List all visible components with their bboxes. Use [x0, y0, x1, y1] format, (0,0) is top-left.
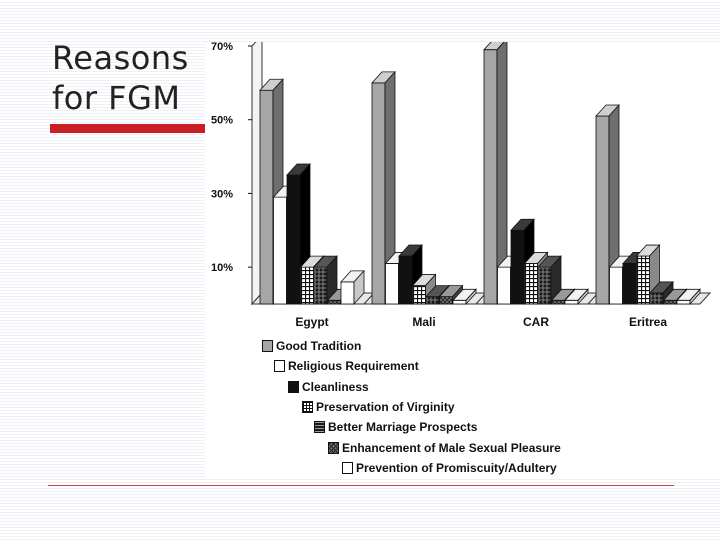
bar — [537, 255, 562, 306]
bar — [340, 269, 365, 306]
title-accent-bar — [50, 124, 210, 133]
bar — [398, 244, 423, 306]
bar — [564, 288, 589, 306]
legend-swatch — [342, 461, 353, 474]
slide-title-line1: Reasons — [52, 39, 189, 77]
footer-divider — [48, 485, 674, 486]
legend-label: Cleanliness — [302, 379, 369, 394]
y-tick-label: 50% — [211, 115, 233, 127]
category-label: Mali — [412, 315, 435, 329]
legend-label: Preservation of Virginity — [316, 399, 455, 414]
legend-item: Cleanliness — [288, 380, 369, 394]
legend-label: Better Marriage Prospects — [328, 420, 478, 435]
bar — [371, 70, 396, 306]
legend-swatch — [274, 360, 285, 373]
legend-swatch — [288, 380, 299, 393]
bar — [676, 288, 701, 306]
bar — [452, 288, 477, 306]
y-tick-label: 10% — [211, 262, 233, 274]
legend-label: Prevention of Promiscuity/Adultery — [356, 460, 557, 475]
bar — [595, 103, 620, 306]
legend-item: Better Marriage Prospects — [314, 420, 477, 434]
bar — [483, 42, 508, 306]
legend-item: Enhancement of Male Sexual Pleasure — [328, 441, 561, 455]
legend-swatch — [262, 340, 273, 352]
category-label: CAR — [523, 315, 549, 329]
slide-title-line2: for FGM — [52, 79, 181, 117]
legend-item: Prevention of Promiscuity/Adultery — [342, 461, 557, 475]
legend-swatch — [302, 400, 313, 413]
category-label: Eritrea — [629, 315, 667, 329]
legend-label: Religious Requirement — [288, 359, 419, 374]
y-tick-label: 30% — [211, 188, 233, 200]
legend-label: Enhancement of Male Sexual Pleasure — [342, 440, 561, 455]
bar — [411, 273, 437, 306]
legend-swatch — [314, 421, 325, 434]
legend-item: Good Tradition — [262, 339, 361, 353]
legend-item: Religious Requirement — [274, 359, 419, 373]
chart-panel: 10% 30% 50% 70% Egypt Mali CAR Eritrea Good Tra… — [205, 42, 720, 478]
legend-item: Preservation of Virginity — [302, 400, 455, 414]
legend-label: Good Tradition — [276, 339, 362, 353]
bar-chart: 10% 30% 50% 70% Egypt Mali CAR Eritrea — [211, 42, 712, 329]
y-tick-label: 70% — [211, 42, 233, 53]
legend-swatch — [328, 441, 339, 454]
category-label: Egypt — [295, 315, 328, 329]
slide-title: Reasons for FGM — [52, 38, 212, 118]
